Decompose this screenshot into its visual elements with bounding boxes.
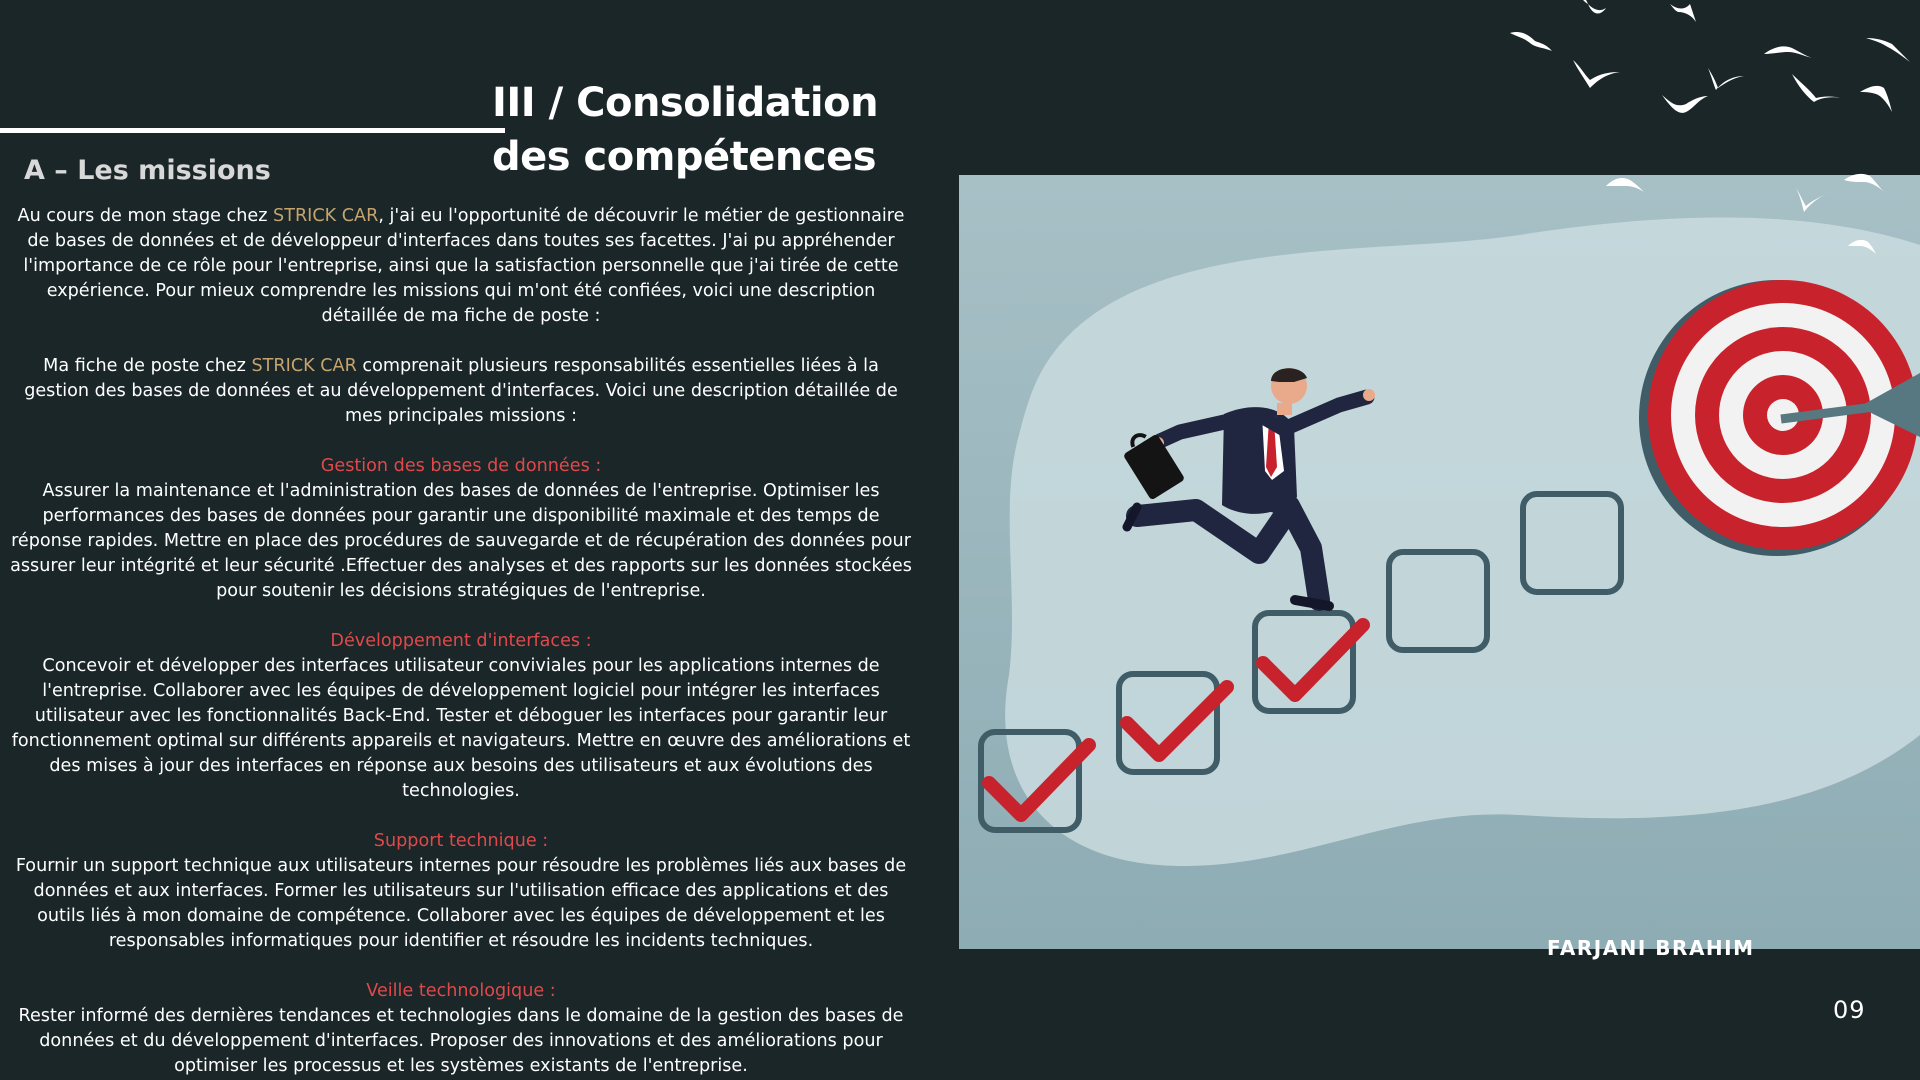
author-name: FARJANI BRAHIM (1547, 936, 1755, 960)
bird-icon (1662, 95, 1708, 113)
checkbox-icon (1116, 671, 1234, 775)
check-mark-icon (1120, 680, 1234, 762)
bird-icon (1844, 173, 1884, 192)
check-mark-icon (982, 738, 1096, 822)
bird-icon (1848, 239, 1876, 254)
intro-text: comprenait plusieurs responsabilités ess… (24, 356, 898, 426)
mission-title: Support technique : (373, 831, 549, 851)
bird-icon (1606, 178, 1644, 192)
bird-icon (1670, 4, 1696, 22)
bird-icon (1583, 0, 1588, 4)
bird-icon (1792, 74, 1842, 102)
bird-icon (1588, 4, 1606, 14)
intro-paragraph-2: Ma fiche de poste chez STRICK CAR compre… (8, 354, 914, 429)
checkbox-icon (1520, 491, 1624, 595)
birds-decoration (1510, 0, 1910, 254)
arrow-icon (1780, 373, 1920, 437)
intro-text: Ma fiche de poste chez (43, 356, 252, 376)
bird-icon (1764, 46, 1812, 58)
mission-title: Développement d'interfaces : (330, 631, 592, 651)
page-title-line-1: III / Consolidation (492, 80, 879, 126)
company-name: STRICK CAR (273, 206, 379, 226)
page-title: III / Consolidation des compétences (492, 76, 879, 184)
mission-text: Rester informé des dernières tendances e… (18, 1006, 904, 1076)
mission-block: Gestion des bases de données : Assurer l… (8, 454, 914, 604)
mission-text: Concevoir et développer des interfaces u… (11, 656, 911, 801)
businessman-icon (1122, 368, 1375, 611)
check-mark-icon (1256, 618, 1370, 702)
company-name: STRICK CAR (251, 356, 357, 376)
briefcase-icon (1124, 433, 1184, 499)
mission-title: Veille technologique : (366, 981, 556, 1001)
intro-paragraph-1: Au cours de mon stage chez STRICK CAR, j… (8, 204, 914, 329)
mission-text: Assurer la maintenance et l'administrati… (10, 481, 912, 601)
checkbox-icon (978, 729, 1096, 833)
page-number: 09 (1833, 996, 1866, 1024)
mission-title: Gestion des bases de données : (320, 456, 602, 476)
bird-icon (1573, 60, 1620, 88)
bird-icon (1708, 68, 1744, 90)
title-rule (0, 128, 505, 133)
bird-icon (1796, 188, 1826, 212)
bird-icon (1860, 85, 1892, 112)
mission-text: Fournir un support technique aux utilisa… (15, 856, 907, 951)
mission-block: Veille technologique : Rester informé de… (8, 979, 914, 1079)
mission-block: Développement d'interfaces : Concevoir e… (8, 629, 914, 804)
intro-text: , j'ai eu l'opportunité de découvrir le … (23, 206, 905, 326)
bird-icon (1510, 31, 1552, 51)
missions-body: Au cours de mon stage chez STRICK CAR, j… (8, 204, 914, 1080)
mission-block: Support technique : Fournir un support t… (8, 829, 914, 954)
page-title-line-2: des compétences (492, 134, 877, 180)
bird-icon (1866, 38, 1910, 62)
career-illustration (959, 175, 1920, 949)
checkbox-icon (1252, 610, 1370, 714)
checkbox-icon (1386, 549, 1490, 653)
intro-text: Au cours de mon stage chez (17, 206, 274, 226)
section-heading: A – Les missions (24, 155, 271, 186)
